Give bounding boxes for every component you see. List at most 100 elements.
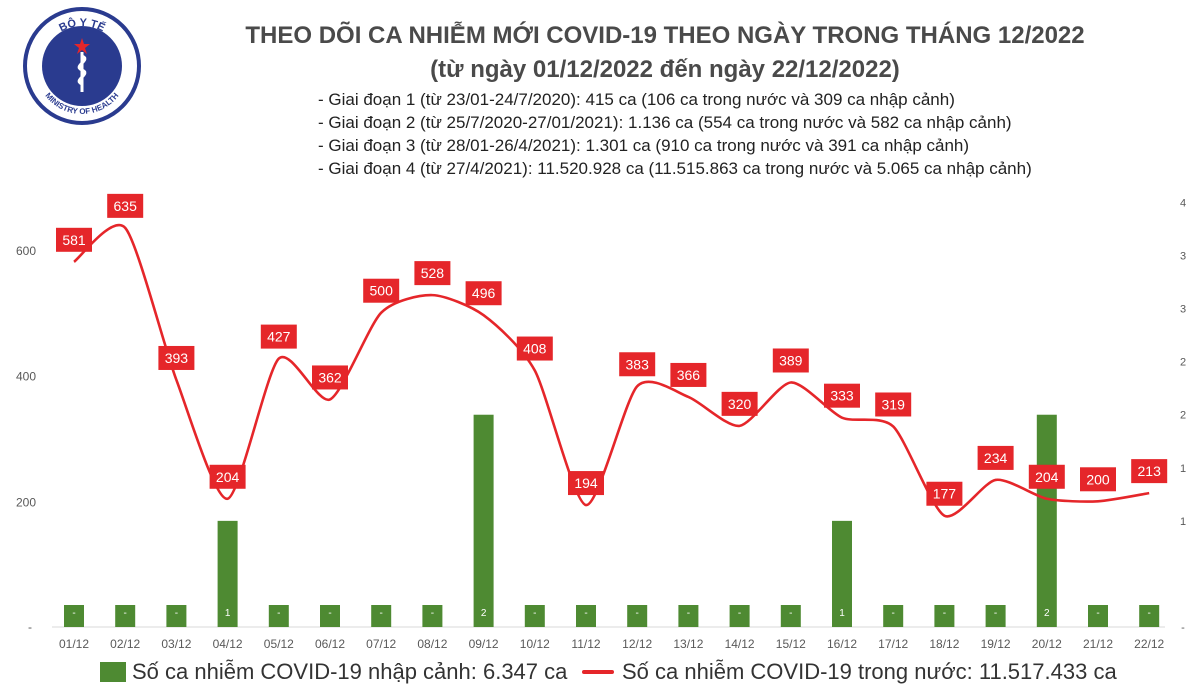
bar-imported [1036,414,1057,627]
x-axis-tick-label: 17/12 [878,637,908,651]
bar-data-label: - [431,608,434,619]
line-data-label-box [772,348,809,373]
bar-imported [166,605,187,627]
x-axis-tick-label: 13/12 [673,637,703,651]
bar-imported [64,605,84,627]
left-axis-tick-label: 600 [16,244,36,258]
x-axis-tick-label: 06/12 [315,637,345,651]
bar-imported [832,520,852,627]
line-data-label: 200 [1086,471,1110,487]
line-data-label: 204 [216,469,240,485]
legend-item-imported: Số ca nhiễm COVID-19 nhập cảnh: 6.347 ca [100,657,567,687]
bar-data-label: - [175,608,178,619]
bar-data-label: - [328,608,331,619]
bar-data-label: - [636,608,639,619]
bar-imported [320,605,340,627]
line-data-label-box [107,193,144,218]
x-axis-tick-label: 16/12 [827,637,857,651]
line-data-label: 528 [421,265,445,281]
line-data-label-box [1080,467,1116,492]
bar-imported [422,605,443,627]
x-axis-tick-label: 18/12 [929,637,959,651]
bar-imported [678,605,699,627]
line-data-label: 366 [677,367,701,383]
line-data-label: 213 [1138,463,1162,479]
line-data-label-box [363,278,400,303]
right-axis-tick-label: 2 [1180,410,1186,422]
bar-imported [217,520,238,627]
line-data-label-box [414,261,451,286]
line-data-label: 389 [779,352,803,368]
bar-data-label: 1 [225,608,231,619]
line-data-label: 635 [114,198,138,214]
right-axis-zero-label: - [1181,622,1185,634]
star-icon [74,38,90,54]
line-data-label-box [56,227,92,252]
bar-imported [729,605,750,627]
right-axis-tick-label: 4 [1180,197,1186,209]
line-data-label-box [1131,459,1168,484]
line-data-label-box [568,471,604,496]
bar-imported [1139,605,1160,627]
x-axis-tick-label: 15/12 [776,637,806,651]
line-data-label: 177 [933,486,957,502]
stage-note: - Giai đoạn 4 (từ 27/4/2021): 11.520.928… [318,159,1032,178]
bar-data-label: - [892,608,895,619]
x-axis-tick-label: 01/12 [59,637,89,651]
logo-top-text: BỘ Y TẾ [57,16,107,34]
line-data-label: 362 [318,369,342,385]
bar-data-label: 1 [839,608,845,619]
bar-data-label: - [72,608,75,619]
legend-bar-swatch [100,662,126,682]
bar-data-label: - [994,608,997,619]
bar-data-label: - [124,608,127,619]
x-axis-tick-label: 08/12 [417,637,447,651]
right-axis-tick-label: 3 [1180,304,1186,316]
bar-data-label: - [380,608,383,619]
line-data-label-box [824,383,860,408]
line-data-label-box [670,362,707,387]
bar-data-label: - [1096,608,1099,619]
line-data-label: 234 [984,450,1008,466]
x-axis-tick-label: 05/12 [264,637,294,651]
bar-data-label: - [1148,608,1151,619]
right-axis-tick-label: 1 [1180,463,1186,475]
bar-imported [627,605,648,627]
line-data-label: 333 [830,388,854,404]
left-axis-tick-label: 400 [16,370,36,384]
stage-note: - Giai đoạn 3 (từ 28/01-26/4/2021): 1.30… [318,136,970,155]
bar-imported [883,605,904,627]
bar-imported [985,605,1006,627]
bar-data-label: - [943,608,946,619]
line-data-label: 427 [267,329,291,345]
legend-label-imported: Số ca nhiễm COVID-19 nhập cảnh: 6.347 ca [132,659,568,684]
x-axis-tick-label: 02/12 [110,637,140,651]
line-data-label-box [977,445,1014,470]
bar-data-label: - [789,608,792,619]
legend-label-domestic: Số ca nhiễm COVID-19 trong nước: 11.517.… [622,659,1117,684]
snake-icon [77,54,87,86]
line-data-label-box [158,345,195,370]
staff-icon [80,52,84,92]
line-data-label-box [926,481,963,506]
legend: Số ca nhiễm COVID-19 nhập cảnh: 6.347 ca… [100,657,1180,687]
bar-data-label: - [738,608,741,619]
right-axis-tick-label: 1 [1180,516,1186,528]
bar-data-label: - [533,608,536,619]
bar-data-label: 2 [481,608,487,619]
line-data-label: 319 [882,396,906,412]
bar-imported [473,414,494,627]
line-data-label-box [721,391,758,416]
line-data-label-box [465,281,502,306]
line-data-label-box [619,352,656,377]
line-data-label-box [312,365,348,390]
bar-data-label: - [277,608,280,619]
x-axis-tick-label: 04/12 [213,637,243,651]
x-axis-tick-label: 09/12 [469,637,499,651]
line-data-label-box [516,336,553,361]
bar-imported [371,605,392,627]
legend-line-swatch [582,670,614,674]
line-data-label-box [209,464,246,489]
bar-data-label: 2 [1044,608,1050,619]
